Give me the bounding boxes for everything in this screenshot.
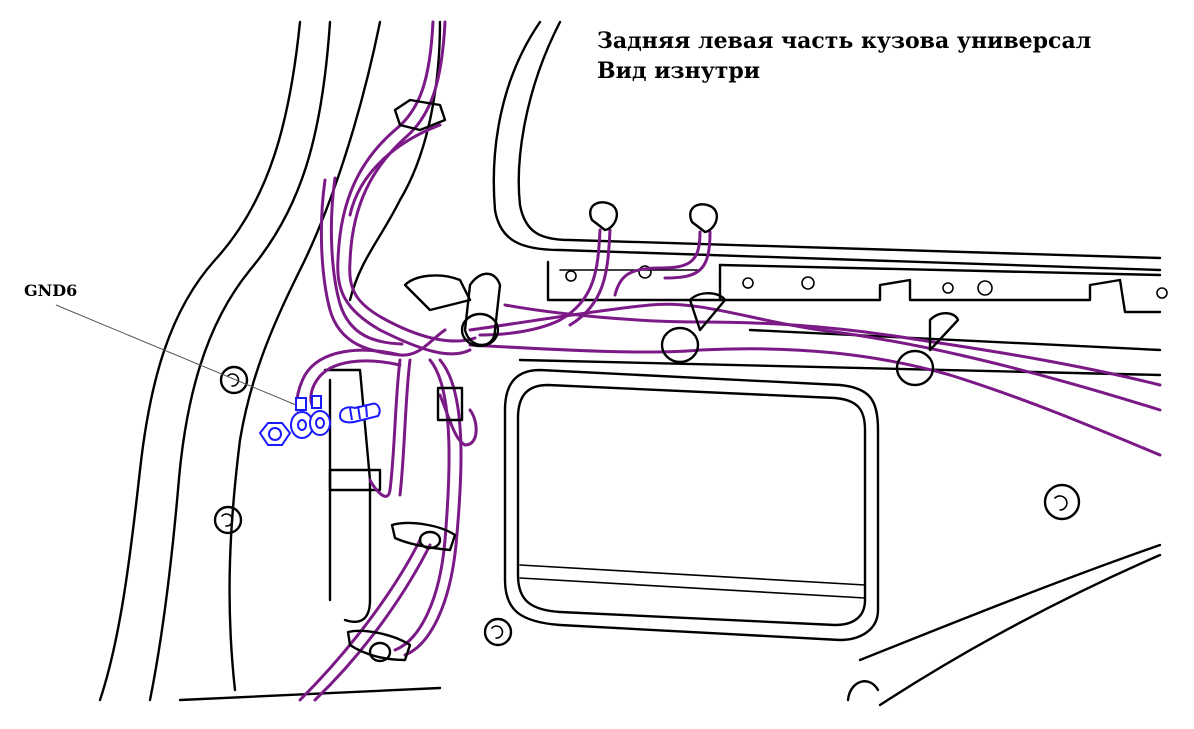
quarter-window-frame: [492, 20, 1162, 272]
callout-gnd6-label: GND6: [24, 281, 78, 300]
ground-nut-icon: [258, 422, 292, 446]
ground-hardware-gnd6: [258, 395, 381, 446]
ground-bolt-icon: [338, 402, 381, 424]
title-line-2: Вид изнутри: [597, 58, 761, 84]
diagram-title: Задняя левая часть кузова универсал Вид …: [597, 26, 1091, 86]
title-line-1: Задняя левая часть кузова универсал: [597, 28, 1092, 54]
wiring-harness: [295, 20, 1162, 702]
panel-holes: [213, 365, 1081, 702]
upper-rail: [546, 260, 1168, 314]
harness-clips: [346, 98, 960, 663]
gnd6-leader-line: [55, 304, 297, 406]
inner-panel-cutout: [503, 368, 880, 642]
c-pillar-outline: [98, 20, 442, 702]
lower-body-lines: [178, 328, 1162, 707]
ground-ring-terminal-icon: [290, 395, 331, 439]
